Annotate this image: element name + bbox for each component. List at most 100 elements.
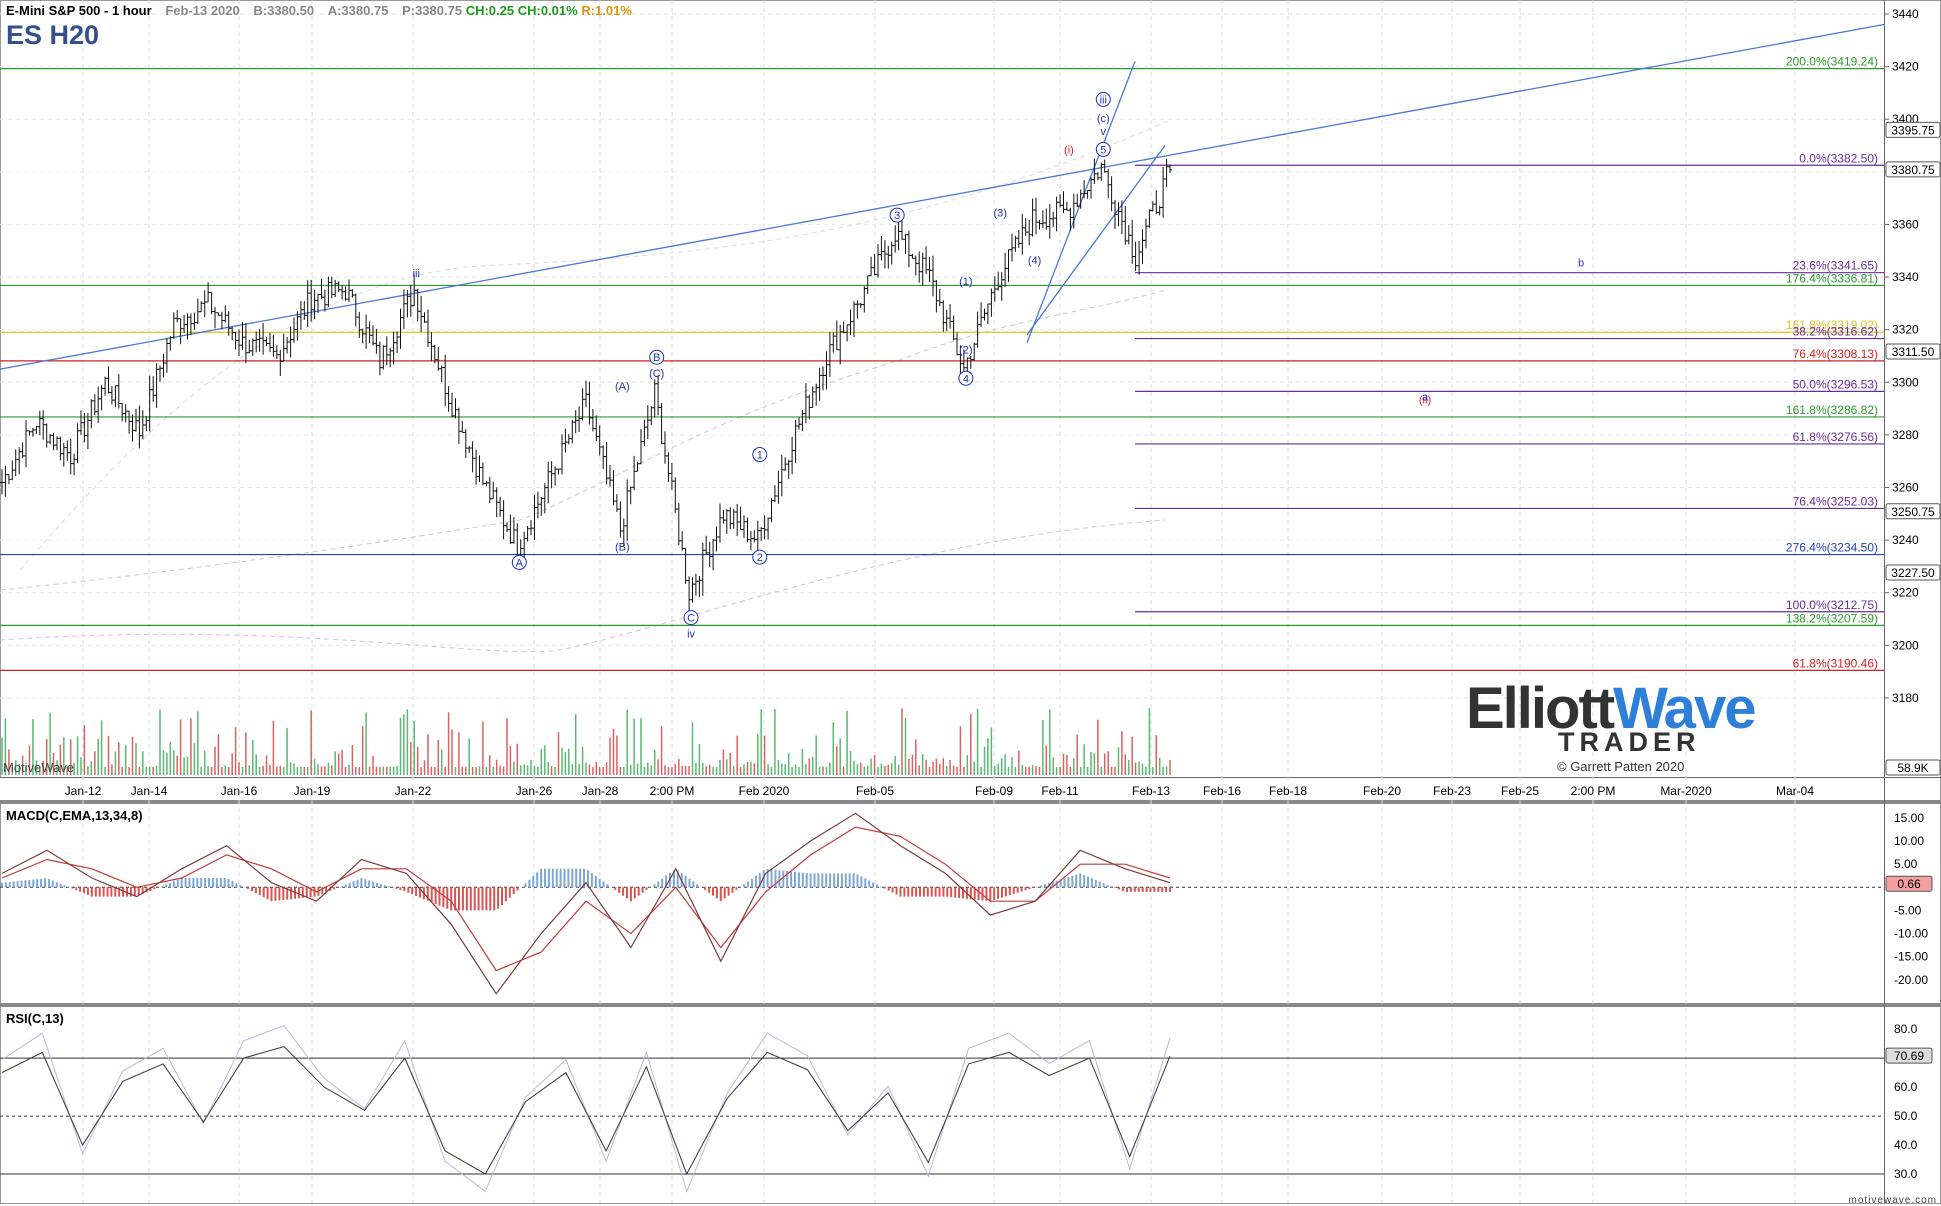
wave-label-circle	[958, 370, 974, 386]
x-tick-label: Feb-11	[1041, 784, 1078, 798]
volume-bars-down	[8, 708, 1171, 775]
macd-value-label: 0.66	[1897, 877, 1921, 891]
footer-url: motivewave.com	[1848, 1195, 1937, 1206]
wave-label-circle	[649, 349, 665, 365]
x-tick-label: Mar-2020	[1660, 784, 1712, 798]
y-tick-label: 3360	[1892, 217, 1919, 231]
price-tag-label: 3395.75	[1891, 123, 1935, 137]
wave-label: (A)	[615, 381, 630, 393]
moving-average-2	[0, 519, 1166, 653]
wave-label-circle	[889, 207, 905, 223]
wave-label: a	[1422, 392, 1429, 404]
y-tick-label: 3300	[1892, 375, 1919, 389]
rsi-y-tick: 50.0	[1894, 1109, 1918, 1123]
fib-level-label: 38.2%(3316.62)	[1793, 325, 1878, 339]
macd-line	[1, 812, 1171, 995]
price-tag-box	[1885, 161, 1941, 178]
quote-ask: A:3380.75	[327, 3, 389, 18]
trend-line-upper	[0, 23, 1885, 370]
fib-level-label: 61.8%(3276.56)	[1793, 430, 1878, 444]
x-tick-label: Feb-20	[1363, 784, 1401, 798]
fib-level-label: 76.4%(3252.03)	[1793, 494, 1878, 508]
logo-elliott: Elliott	[1466, 676, 1615, 741]
wave-label: (2)	[959, 344, 972, 356]
volume-tag-label: 58.9K	[1897, 761, 1928, 775]
volume-tag-box	[1885, 759, 1941, 776]
wave-label: 1	[757, 450, 763, 462]
wave-label: C	[687, 613, 695, 625]
quote-range: R:1.01%	[581, 3, 632, 18]
quote-date: Feb-13 2020	[165, 3, 240, 18]
wave-label: (B)	[615, 542, 630, 554]
x-tick-label: Feb-16	[1203, 784, 1241, 798]
y-tick-label: 3340	[1892, 270, 1919, 284]
x-tick-label: Mar-04	[1776, 784, 1814, 798]
price-tag-box	[1885, 121, 1941, 138]
price-tag-box	[1885, 503, 1941, 520]
x-tick-label: Feb 2020	[739, 784, 790, 798]
x-tick-label: Jan-16	[221, 784, 258, 798]
wave-label: (3)	[994, 208, 1007, 220]
price-tag-box	[1885, 343, 1941, 360]
macd-signal-line	[1, 826, 1171, 972]
x-tick-label: Feb-23	[1433, 784, 1471, 798]
price-tag-box	[1885, 564, 1941, 581]
logo-copyright: © Garrett Patten 2020	[1557, 759, 1685, 774]
instrument-title: E-Mini S&P 500 - 1 hour	[6, 3, 152, 18]
wave-label-circle	[683, 610, 699, 626]
x-tick-label: Jan-12	[65, 784, 102, 798]
wave-label-circle	[1095, 91, 1111, 107]
y-tick-label: 3280	[1892, 428, 1919, 442]
wave-label: v	[1101, 126, 1107, 138]
fib-level-label: 200.0%(3419.24)	[1786, 55, 1878, 69]
fib-level-label: 50.0%(3296.53)	[1793, 377, 1878, 391]
rsi-y-tick: 40.0	[1894, 1138, 1918, 1152]
wave-label-circle	[752, 549, 768, 565]
fib-level-label: 176.4%(3336.81)	[1786, 271, 1878, 285]
fib-level-label: 61.8%(3190.46)	[1793, 656, 1878, 670]
moving-average-3	[19, 119, 1171, 571]
rsi-value-label: 70.69	[1894, 1049, 1924, 1063]
macd-y-tick: -15.00	[1894, 950, 1928, 964]
y-tick-label: 3320	[1892, 323, 1919, 337]
x-tick-label: Feb-09	[975, 784, 1013, 798]
y-tick-label: 3260	[1892, 480, 1919, 494]
wave-label: iii	[413, 268, 420, 280]
wave-label: 5	[1100, 144, 1106, 156]
wave-label: b	[1578, 258, 1584, 270]
channel-line-lower	[1026, 145, 1166, 336]
fib-level-label: 161.8%(3286.82)	[1786, 403, 1878, 417]
logo-wave: Wave	[1613, 676, 1756, 741]
price-tag-label: 3311.50	[1892, 345, 1935, 359]
macd-y-tick: 15.00	[1894, 811, 1924, 825]
x-tick-label: Feb-05	[856, 784, 894, 798]
x-tick-label: Jan-28	[582, 784, 619, 798]
quote-price: P:3380.75	[402, 3, 463, 18]
x-tick-label: 2:00 PM	[1571, 784, 1616, 798]
fib-level-label: 100.0%(3212.75)	[1786, 598, 1878, 612]
wave-label: 2	[757, 552, 763, 564]
macd-y-tick: -5.00	[1894, 903, 1922, 917]
x-tick-label: Jan-22	[395, 784, 432, 798]
rsi-band-line	[1, 1025, 1171, 1193]
y-tick-label: 3440	[1892, 7, 1919, 21]
fib-level-label: 161.8%(3319.02)	[1786, 318, 1878, 332]
x-tick-label: Jan-19	[294, 784, 331, 798]
x-axis-band	[0, 777, 1884, 801]
chart-header: E-Mini S&P 500 - 1 hour Feb-13 2020 B:33…	[6, 3, 632, 18]
wave-label: 4	[963, 373, 969, 385]
macd-y-tick: -10.00	[1894, 927, 1928, 941]
rsi-y-tick: 30.0	[1894, 1167, 1918, 1181]
wave-label-circle	[1095, 141, 1111, 157]
x-tick-label: Jan-14	[131, 784, 168, 798]
y-tick-label: 3220	[1892, 586, 1919, 600]
macd-y-tick: 5.00	[1894, 857, 1918, 871]
quote-change-pct: CH:0.01%	[517, 3, 578, 18]
fib-level-label: 138.2%(3207.59)	[1786, 611, 1878, 625]
fib-level-label: 23.6%(3341.65)	[1793, 259, 1878, 273]
macd-histogram-pos	[1, 868, 1113, 888]
y-tick-label: 3240	[1892, 533, 1919, 547]
macd-y-tick: 10.00	[1894, 834, 1924, 848]
wave-label: (C)	[649, 368, 664, 380]
